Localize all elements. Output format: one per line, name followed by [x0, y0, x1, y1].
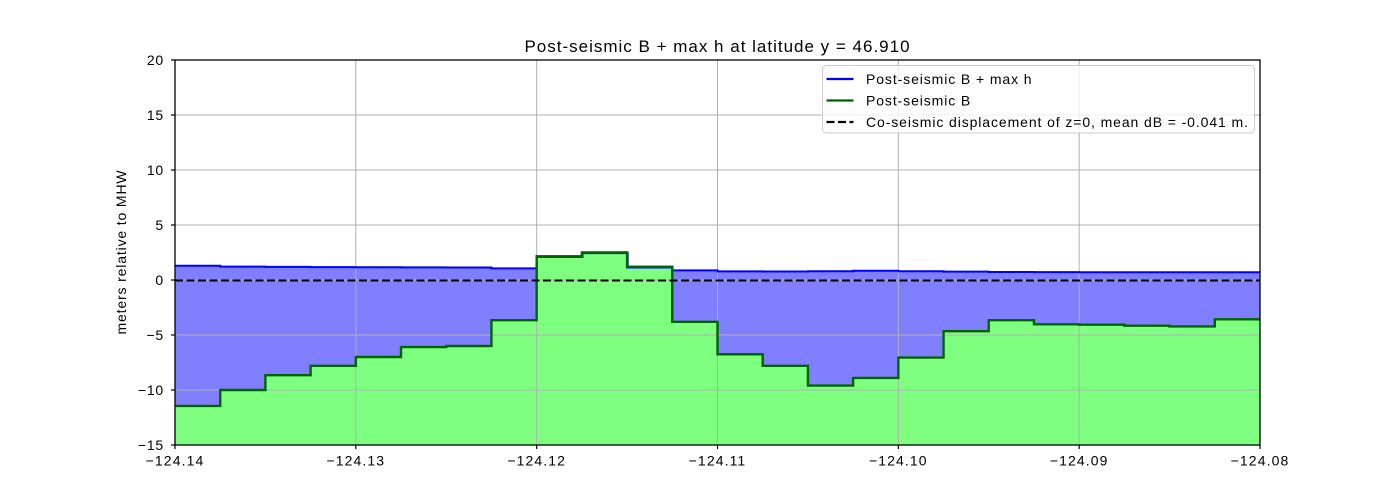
svg-text:Post-seismic B + max h: Post-seismic B + max h [866, 71, 1032, 87]
svg-text:−10: −10 [138, 382, 164, 398]
svg-text:5: 5 [155, 217, 164, 233]
svg-text:Post-seismic B: Post-seismic B [866, 93, 971, 109]
svg-text:−15: −15 [138, 437, 164, 453]
svg-text:−124.09: −124.09 [1050, 453, 1109, 469]
svg-text:Co-seismic displacement of z=0: Co-seismic displacement of z=0, mean dB … [866, 114, 1249, 130]
svg-text:−124.14: −124.14 [146, 453, 205, 469]
svg-text:15: 15 [147, 107, 164, 123]
svg-text:20: 20 [147, 52, 164, 68]
svg-text:−124.12: −124.12 [507, 453, 566, 469]
svg-text:meters relative to MHW: meters relative to MHW [113, 170, 129, 335]
svg-text:−124.11: −124.11 [689, 453, 747, 469]
svg-text:0: 0 [155, 272, 164, 288]
svg-text:−124.08: −124.08 [1231, 453, 1290, 469]
svg-text:−124.10: −124.10 [869, 453, 928, 469]
svg-text:10: 10 [147, 162, 164, 178]
svg-text:−5: −5 [146, 327, 164, 343]
svg-text:Post-seismic B + max h at lati: Post-seismic B + max h at latitude y = 4… [524, 37, 910, 56]
svg-text:−124.13: −124.13 [326, 453, 385, 469]
